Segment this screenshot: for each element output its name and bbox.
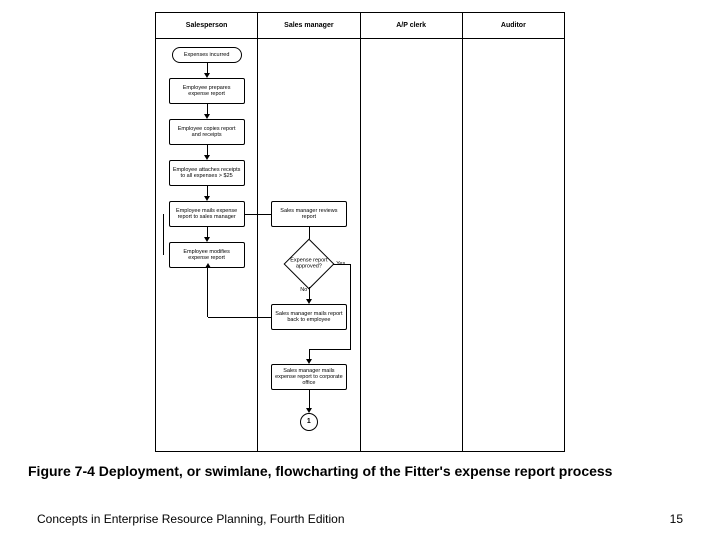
- node-mail-to-manager: Employee mails expense report to sales m…: [169, 201, 245, 227]
- node-mail-corporate: Sales manager mails expense report to co…: [271, 364, 347, 390]
- decision-approved: Expense report approved?: [284, 239, 334, 289]
- node-expenses-incurred: Expenses incurred: [172, 47, 242, 63]
- arrow: [309, 227, 310, 239]
- connector-1: 1: [300, 413, 318, 431]
- arrow-yes-h: [333, 264, 351, 265]
- arrow: [207, 104, 208, 114]
- arrow-loop-join: [163, 214, 164, 227]
- arrow-yes-v: [350, 264, 351, 349]
- lane-body: Expenses incurred Employee prepares expe…: [156, 39, 564, 451]
- lane-sales-manager: Sales manager reviews report Expense rep…: [258, 39, 360, 451]
- arrow-return-v: [207, 268, 208, 317]
- arrow: [207, 145, 208, 155]
- arrow-yes-h2: [309, 349, 351, 350]
- page-number: 15: [670, 512, 683, 526]
- footer-text: Concepts in Enterprise Resource Planning…: [37, 512, 345, 526]
- lane-header-sales-manager: Sales manager: [258, 13, 360, 38]
- lane-header-auditor: Auditor: [463, 13, 564, 38]
- arrow: [207, 227, 208, 237]
- lane-header-salesperson: Salesperson: [156, 13, 258, 38]
- arrow-to-connector: [309, 390, 310, 408]
- label-no: No: [300, 287, 307, 293]
- arrow-loop-v: [163, 227, 164, 255]
- decision-label: Expense report approved?: [284, 258, 334, 271]
- node-prepare-report: Employee prepares expense report: [169, 78, 245, 104]
- arrow: [207, 186, 208, 196]
- lane-ap-clerk: [361, 39, 463, 451]
- arrow: [207, 63, 208, 73]
- slide: Salesperson Sales manager A/P clerk Audi…: [0, 0, 720, 540]
- swimlane-diagram: Salesperson Sales manager A/P clerk Audi…: [155, 12, 565, 452]
- node-manager-reviews: Sales manager reviews report: [271, 201, 347, 227]
- arrow-yes-v2: [309, 349, 310, 359]
- lane-header-ap-clerk: A/P clerk: [361, 13, 463, 38]
- lane-salesperson: Expenses incurred Employee prepares expe…: [156, 39, 258, 451]
- figure-caption: Figure 7-4 Deployment, or swimlane, flow…: [28, 462, 628, 481]
- node-copy-receipts: Employee copies report and receipts: [169, 119, 245, 145]
- lane-auditor: [463, 39, 564, 451]
- lane-headers: Salesperson Sales manager A/P clerk Audi…: [156, 13, 564, 39]
- node-attach-receipts: Employee attaches receipts to all expens…: [169, 160, 245, 186]
- arrow-no: [309, 287, 310, 299]
- arrow-return-h: [208, 317, 271, 318]
- node-mail-back: Sales manager mails report back to emplo…: [271, 304, 347, 330]
